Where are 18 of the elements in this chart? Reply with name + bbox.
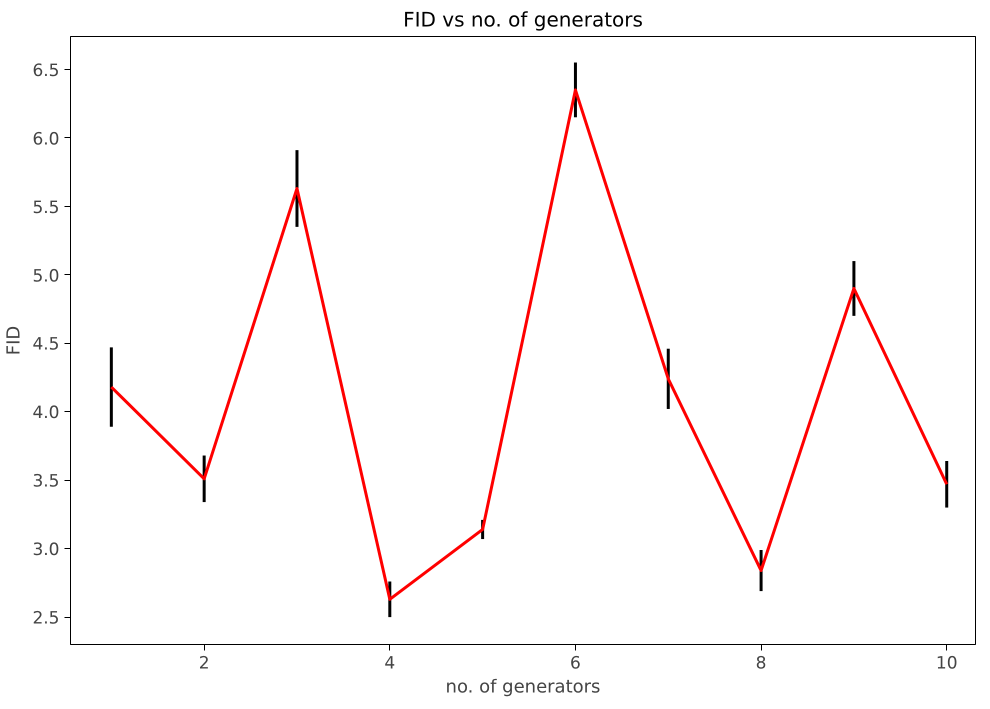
y-tick-label: 4.0	[32, 403, 60, 424]
y-tick-label: 4.5	[32, 334, 60, 355]
x-tick-label: 4	[384, 654, 396, 674]
y-tick-label: 6.0	[32, 129, 60, 150]
x-tick-label: 2	[198, 654, 210, 674]
x-tick-label: 10	[936, 654, 958, 674]
y-tick-label: 5.5	[32, 198, 60, 218]
y-axis-title: FID	[3, 326, 24, 356]
chart-title: FID vs no. of generators	[403, 8, 643, 32]
x-axis-title: no. of generators	[446, 676, 600, 698]
line-series	[110, 88, 948, 601]
y-tick-label: 3.5	[32, 472, 60, 492]
y-tick-label: 3.0	[32, 540, 60, 560]
x-tick-label: 8	[756, 654, 767, 674]
x-tick-label: 6	[570, 654, 581, 674]
y-tick-label: 6.5	[32, 60, 60, 81]
y-tick-label: 5.0	[32, 266, 60, 286]
y-tick-label: 2.5	[32, 608, 60, 629]
